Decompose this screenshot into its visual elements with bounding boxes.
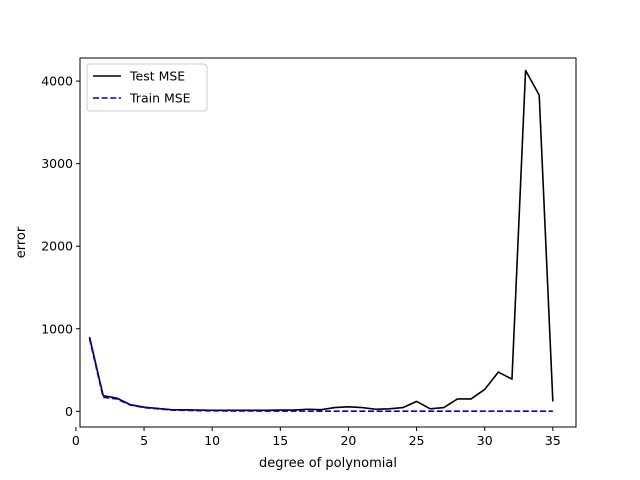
x-axis-ticks: 0 5 10 15 20 25 30 35	[72, 427, 561, 448]
x-tick-label: 5	[140, 433, 148, 448]
y-tick-label: 4000	[41, 74, 73, 89]
y-axis-label: error	[14, 226, 29, 258]
x-tick-label: 35	[545, 433, 561, 448]
y-tick-label: 0	[65, 404, 73, 419]
plot-area	[80, 58, 576, 427]
y-axis-ticks: 0 1000 2000 3000 4000	[41, 74, 80, 419]
y-tick-label: 1000	[41, 321, 73, 336]
x-tick-label: 30	[477, 433, 493, 448]
legend: Test MSE Train MSE	[86, 63, 208, 112]
legend-label-test-mse: Test MSE	[129, 69, 185, 84]
x-axis-label: degree of polynomial	[259, 456, 397, 471]
x-tick-label: 15	[272, 433, 288, 448]
x-tick-label: 10	[204, 433, 220, 448]
x-tick-label: 0	[72, 433, 80, 448]
x-tick-label: 20	[340, 433, 356, 448]
y-tick-label: 3000	[41, 156, 73, 171]
axes-frame	[79, 57, 577, 428]
train-mse-line	[88, 338, 553, 413]
series-lines	[88, 69, 554, 413]
legend-label-train-mse: Train MSE	[129, 91, 191, 106]
y-tick-label: 2000	[41, 239, 73, 254]
x-tick-label: 25	[409, 433, 425, 448]
